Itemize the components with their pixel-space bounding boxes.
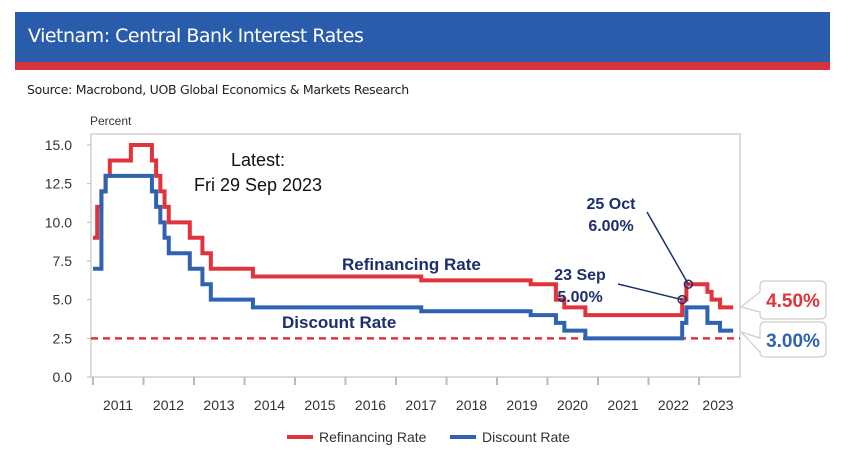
oct-callout-line: [646, 211, 690, 285]
latest-label: Latest:: [231, 150, 285, 170]
y-tick-label: 12.5: [45, 176, 72, 192]
sep-marker: [677, 294, 687, 305]
oct-marker: [683, 279, 694, 289]
x-tick-label: 2011: [103, 397, 133, 413]
x-tick-label: 2021: [607, 397, 638, 413]
header-accent-stripe: [15, 62, 830, 70]
plot-frame: [90, 133, 741, 378]
x-tick-label: 2015: [304, 397, 335, 413]
discount-rate-label: Discount Rate: [282, 313, 396, 332]
header-bar: [15, 12, 830, 62]
y-tick-label: 2.5: [53, 330, 73, 346]
y-tick-label: 7.5: [53, 253, 73, 269]
chart-title: Vietnam: Central Bank Interest Rates: [28, 25, 364, 47]
series-line-refinancing: [93, 143, 734, 318]
y-tick-label: 10.0: [45, 214, 72, 230]
legend-label-refinancing: Refinancing Rate: [319, 429, 427, 445]
y-tick-label: 15.0: [45, 137, 72, 153]
sep-annotation-value: 5.00%: [557, 289, 602, 306]
legend-label-discount: Discount Rate: [482, 429, 570, 445]
end-label-discount: 3.00%: [766, 331, 820, 352]
oct-annotation-value: 6.00%: [588, 218, 633, 235]
x-tick-label: 2013: [203, 397, 234, 413]
series-line-discount: [93, 173, 734, 341]
x-tick-label: 2012: [153, 397, 184, 413]
x-tick-label: 2014: [254, 397, 285, 413]
source-note: Source: Macrobond, UOB Global Economics …: [27, 82, 409, 97]
end-label-box-discount: [740, 321, 827, 358]
end-label-refinancing: 4.50%: [766, 291, 820, 312]
x-tick-label: 2023: [702, 397, 733, 413]
end-label-box-refinancing: [739, 280, 827, 320]
latest-date: Fri 29 Sep 2023: [194, 175, 322, 195]
refinancing-rate-label: Refinancing Rate: [342, 255, 481, 274]
x-tick-label: 2019: [506, 397, 537, 413]
x-tick-label: 2022: [658, 397, 689, 413]
sep-annotation-date: 23 Sep: [554, 267, 606, 284]
y-tick-label: 5.0: [53, 292, 73, 308]
x-tick-label: 2020: [557, 397, 588, 413]
x-tick-label: 2017: [405, 397, 436, 413]
sep-callout-line: [617, 283, 683, 301]
y-axis-label: Percent: [90, 114, 132, 128]
oct-annotation-date: 25 Oct: [587, 196, 637, 213]
y-tick-label: 0.0: [53, 369, 73, 385]
x-tick-label: 2018: [456, 397, 487, 413]
x-tick-label: 2016: [355, 397, 386, 413]
